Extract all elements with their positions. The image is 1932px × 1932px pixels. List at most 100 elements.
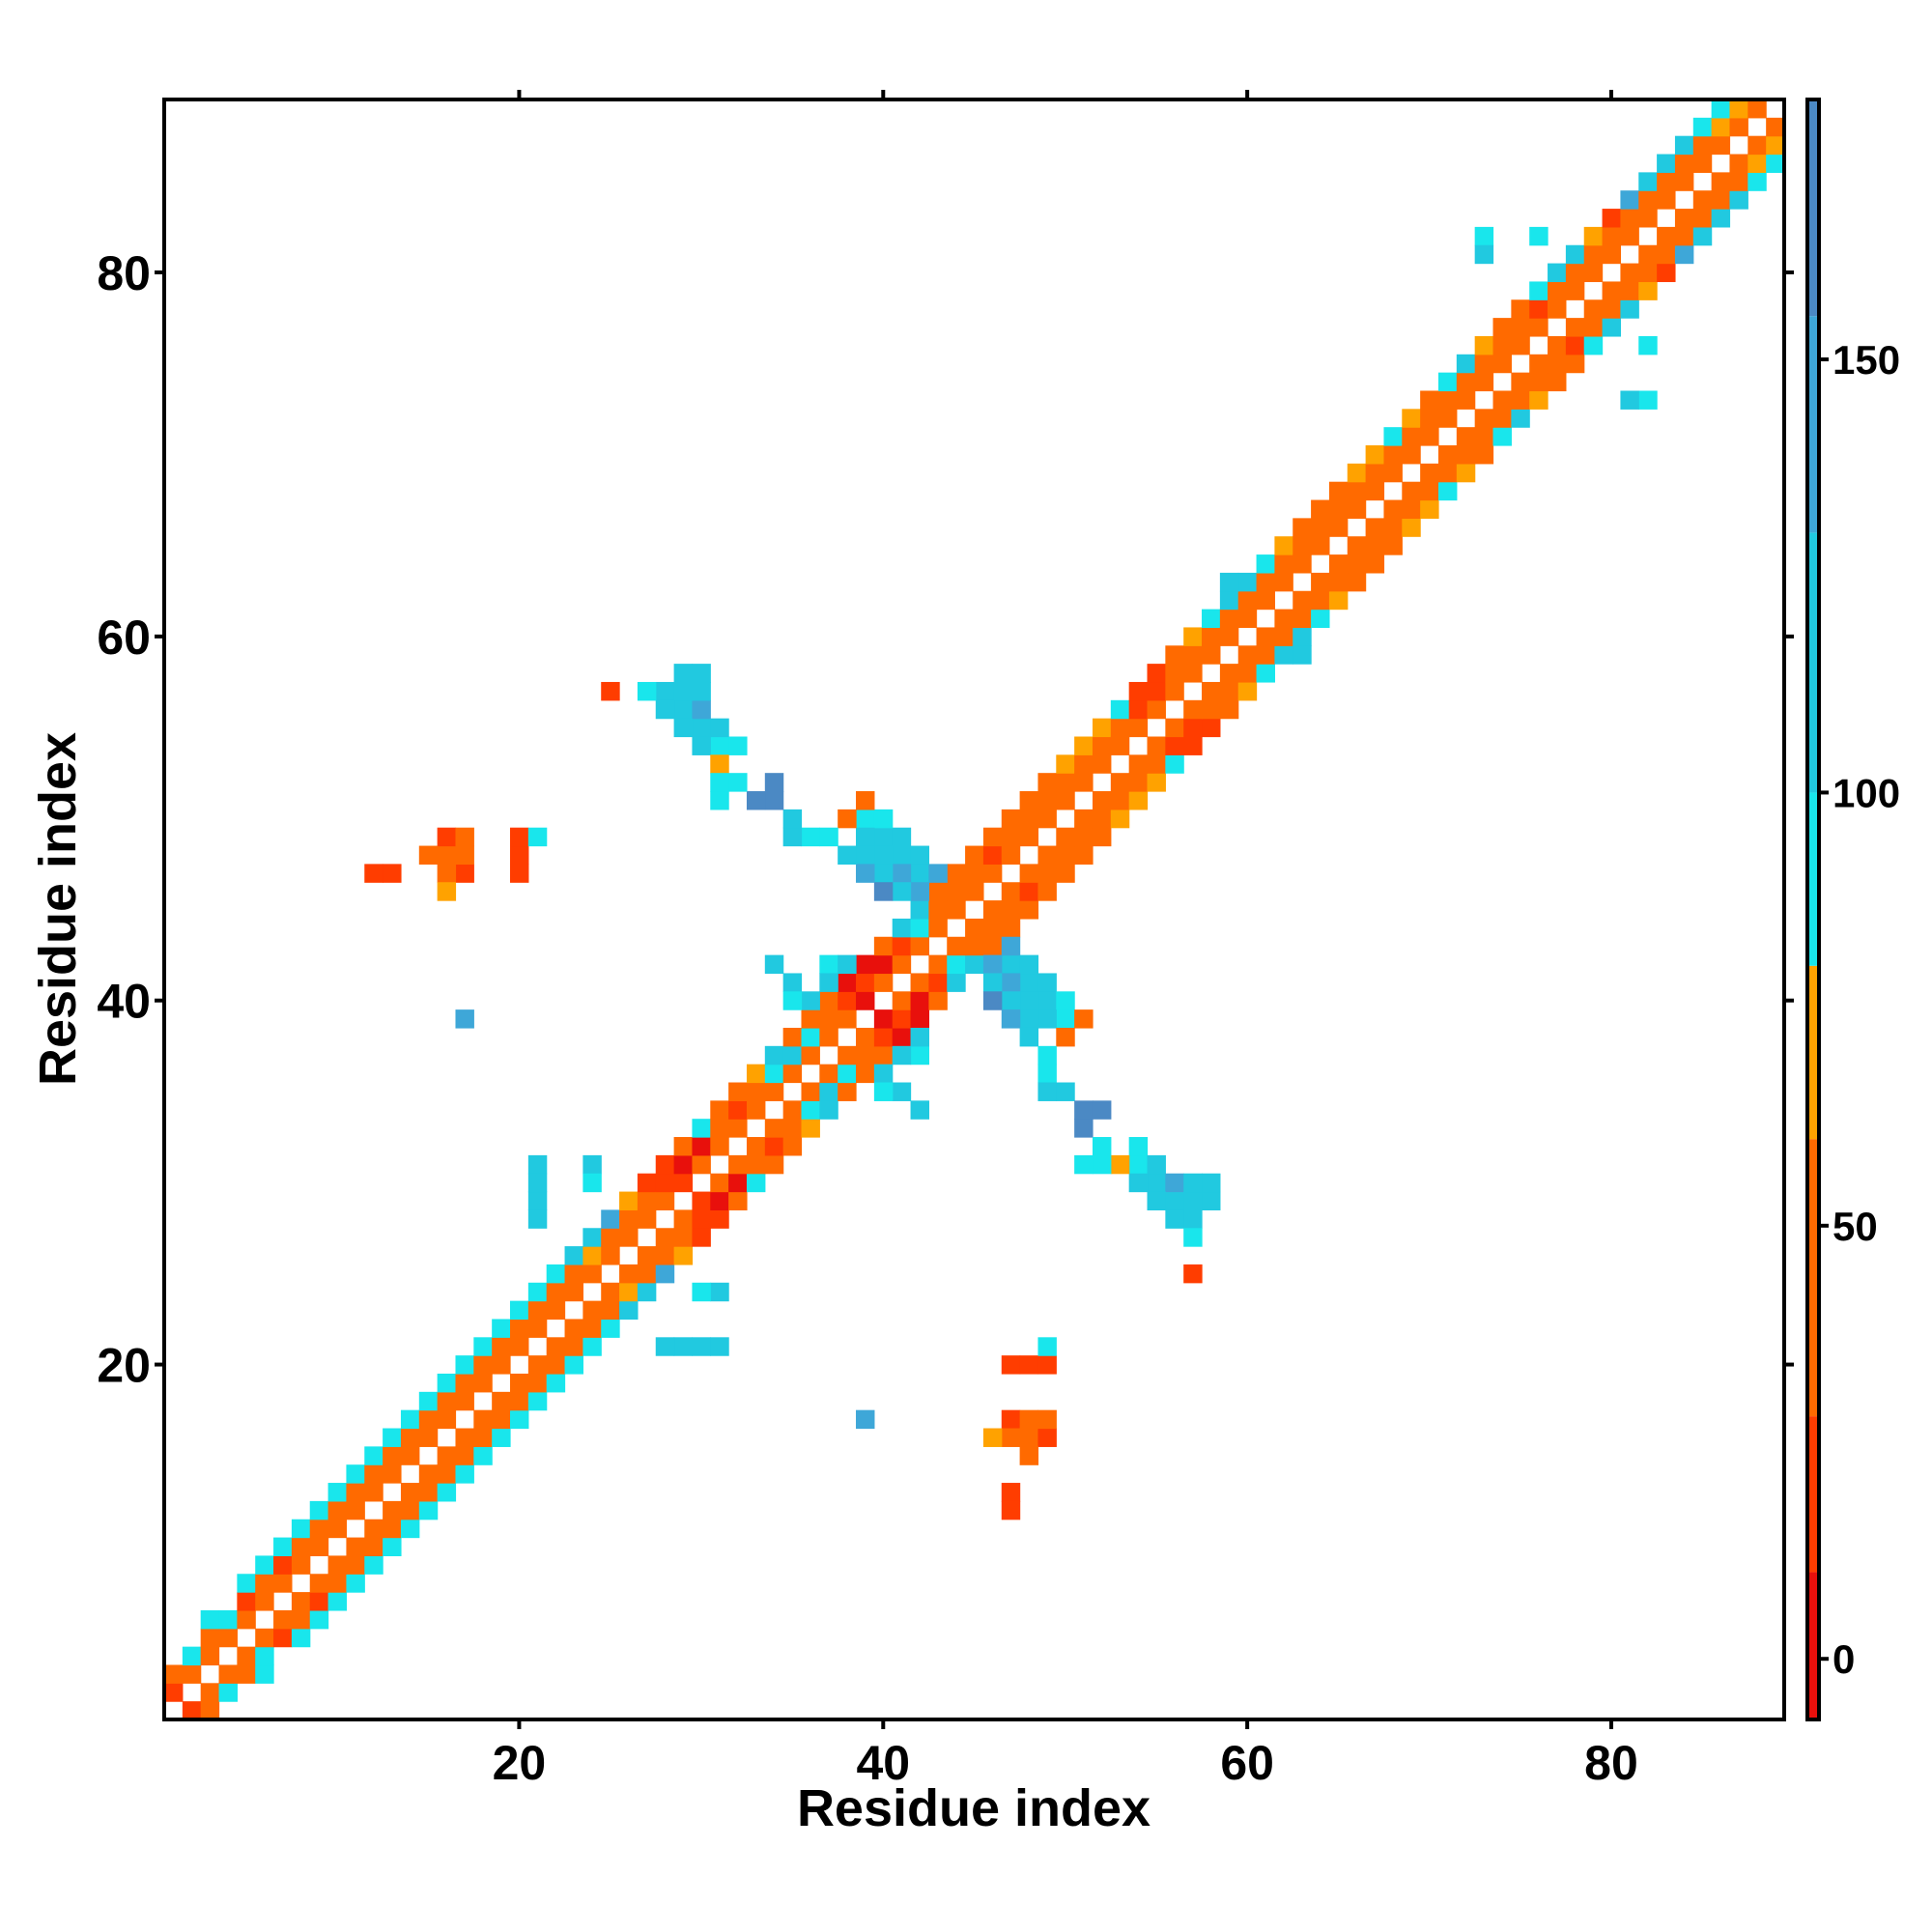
heatmap-cell [582, 1228, 602, 1247]
heatmap-cell [819, 954, 838, 975]
heatmap-cell [1165, 754, 1184, 774]
heatmap-cell [1511, 335, 1530, 355]
heatmap-cell [1747, 135, 1767, 156]
heatmap-cell [782, 827, 803, 847]
heatmap-cell [1657, 263, 1676, 283]
heatmap-cell [1237, 645, 1258, 665]
heatmap-cell [947, 954, 966, 975]
heatmap-cell [819, 1009, 838, 1029]
heatmap-cell [710, 1282, 729, 1302]
heatmap-cell [437, 827, 457, 847]
heatmap-cell [364, 864, 384, 883]
heatmap-cell [327, 1574, 348, 1593]
heatmap-cell [1056, 754, 1075, 774]
heatmap-cell [601, 681, 620, 701]
heatmap-cell [1766, 154, 1785, 173]
heatmap-cell [601, 1228, 620, 1247]
heatmap-cell [1092, 791, 1112, 810]
heatmap-cell [1674, 135, 1694, 156]
heatmap-cell [892, 1027, 912, 1047]
heatmap-cell [437, 1483, 457, 1502]
heatmap-cell [710, 1119, 729, 1138]
heatmap-cell [892, 1045, 912, 1065]
heatmap-cell [856, 791, 875, 810]
heatmap-cell [418, 845, 439, 865]
heatmap-cell [510, 1300, 529, 1321]
heatmap-cell [1474, 409, 1494, 428]
heatmap-cell [546, 1337, 566, 1356]
heatmap-cell [692, 681, 711, 701]
heatmap-cell [437, 864, 457, 883]
heatmap-cell [527, 1191, 548, 1210]
heatmap-cell [346, 1500, 365, 1520]
heatmap-cell [892, 918, 912, 938]
heatmap-cell [910, 991, 929, 1010]
heatmap-cell [965, 882, 984, 901]
heatmap-cell [673, 681, 694, 701]
heatmap-cell [1219, 699, 1239, 720]
heatmap-cell [1274, 645, 1293, 665]
heatmap-cell [655, 1246, 675, 1265]
heatmap-cell [437, 1373, 457, 1393]
heatmap-cell [1001, 918, 1021, 938]
heatmap-cell [819, 973, 838, 992]
heatmap-cell [1202, 1173, 1221, 1193]
heatmap-cell [492, 1409, 511, 1430]
heatmap-cell [710, 791, 729, 810]
heatmap-cell [327, 1519, 348, 1539]
heatmap-cell [856, 1409, 875, 1430]
heatmap-cell [455, 827, 474, 847]
heatmap-cell [1602, 281, 1622, 300]
heatmap-cell [655, 681, 675, 701]
heatmap-cell [692, 664, 711, 683]
heatmap-cell [801, 827, 820, 847]
heatmap-cell [782, 1064, 803, 1084]
heatmap-cell [782, 1137, 803, 1156]
heatmap-cell [527, 827, 548, 847]
heatmap-cell [655, 699, 675, 720]
heatmap-cell [1583, 318, 1604, 337]
heatmap-cell [1128, 1173, 1149, 1193]
heatmap-cell [601, 1282, 620, 1302]
heatmap-cell [1037, 791, 1057, 810]
heatmap-cell [692, 1228, 711, 1247]
heatmap-cell [182, 1701, 202, 1720]
heatmap-cell [309, 1537, 329, 1557]
heatmap-cell [819, 1100, 838, 1120]
heatmap-cell [764, 1119, 784, 1138]
heatmap-cell [1165, 664, 1184, 683]
heatmap-cell [327, 1555, 348, 1575]
heatmap-cell [1456, 354, 1476, 374]
heatmap-cell [601, 1209, 620, 1229]
heatmap-cell [1602, 226, 1622, 246]
heatmap-cell [673, 1173, 694, 1193]
heatmap-cell [1347, 572, 1367, 592]
heatmap-cell [692, 1119, 711, 1138]
heatmap-cell [1311, 609, 1330, 629]
heatmap-cell [1548, 354, 1567, 374]
heatmap-cell [1602, 318, 1622, 337]
heatmap-cell [801, 1009, 820, 1029]
heatmap-cell [1383, 536, 1403, 555]
heatmap-cell [1019, 954, 1039, 975]
heatmap-cell [601, 1319, 620, 1338]
heatmap-cell [655, 1228, 675, 1247]
heatmap-cell [873, 1064, 894, 1084]
heatmap-cell [1365, 536, 1385, 555]
heatmap-cell [1256, 645, 1275, 665]
heatmap-cell [1692, 135, 1713, 156]
heatmap-cell [1583, 299, 1604, 319]
heatmap-cell [200, 1683, 220, 1702]
heatmap-cell [1474, 372, 1494, 392]
heatmap-cell [1037, 1355, 1057, 1375]
heatmap-cell [1347, 499, 1367, 519]
heatmap-cell [1529, 281, 1548, 300]
heatmap-cell [1001, 845, 1021, 865]
heatmap-cell [1056, 845, 1075, 865]
colorbar-segment [1807, 1572, 1819, 1719]
heatmap-cell [910, 1027, 929, 1047]
heatmap-cell [327, 1592, 348, 1611]
heatmap-cell [838, 1082, 857, 1101]
heatmap-cell [255, 1555, 274, 1575]
heatmap-cell [1092, 736, 1112, 755]
